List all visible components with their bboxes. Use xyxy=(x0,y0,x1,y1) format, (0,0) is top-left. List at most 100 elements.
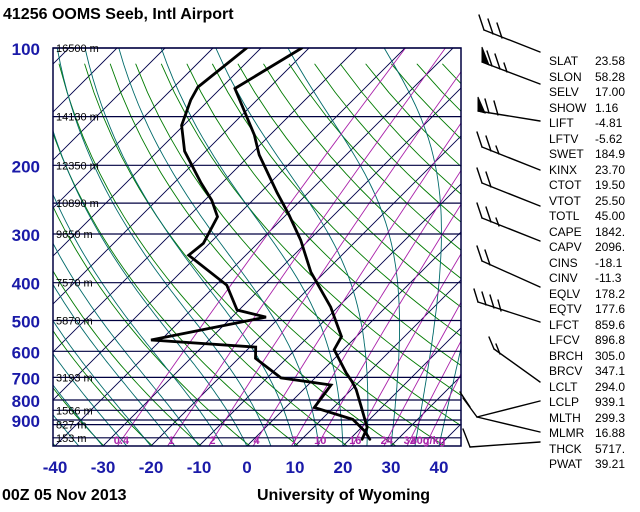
dewpoint-curve xyxy=(150,48,372,441)
stat-value: -18.1 xyxy=(595,255,623,270)
svg-text:14130 m: 14130 m xyxy=(56,112,99,124)
stat-value: 305.0 xyxy=(595,348,626,363)
wind-barb xyxy=(476,167,541,207)
stat-row: LCLP 939.1 xyxy=(549,395,625,411)
stat-label: SHOW xyxy=(549,100,587,115)
stat-value: 23.58 xyxy=(595,54,626,68)
svg-text:-10: -10 xyxy=(187,458,212,477)
wind-barb xyxy=(473,288,541,323)
timestamp: 00Z 05 Nov 2013 xyxy=(2,487,127,504)
svg-text:400: 400 xyxy=(12,275,40,294)
svg-text:10: 10 xyxy=(314,435,326,447)
stat-row: SHOW 1.16 xyxy=(549,101,625,117)
stat-row: TOTL 45.00 xyxy=(549,209,625,225)
svg-text:24: 24 xyxy=(381,435,394,447)
stat-label: MLMR xyxy=(549,426,585,440)
temperature-curve xyxy=(233,48,369,441)
wind-barb xyxy=(459,391,541,433)
svg-text:827 m: 827 m xyxy=(56,420,87,432)
wind-barb xyxy=(476,131,541,171)
stat-value: 177.6 xyxy=(595,302,626,316)
sounding-profiles xyxy=(150,48,372,441)
svg-text:700: 700 xyxy=(12,369,40,388)
stat-row: VTOT 25.50 xyxy=(549,194,625,210)
svg-text:300: 300 xyxy=(12,226,40,245)
stat-row: CAPV 2096. xyxy=(549,240,625,256)
wind-barb xyxy=(477,96,541,122)
svg-text:5870 m: 5870 m xyxy=(56,315,93,327)
svg-text:40: 40 xyxy=(430,458,449,477)
plot-frame xyxy=(52,47,462,447)
svg-text:20: 20 xyxy=(334,458,353,477)
svg-text:7570 m: 7570 m xyxy=(56,278,93,290)
svg-text:900: 900 xyxy=(12,412,40,431)
stat-label: LFCV xyxy=(549,333,580,347)
svg-text:800: 800 xyxy=(12,392,40,411)
stat-value: 1842. xyxy=(595,224,626,239)
stat-value: 859.6 xyxy=(595,317,626,332)
stat-row: SWET 184.9 xyxy=(549,147,625,163)
stat-row: LIFT -4.81 xyxy=(549,116,625,132)
svg-text:200: 200 xyxy=(12,157,40,176)
svg-text:10890 m: 10890 m xyxy=(56,198,99,210)
stat-value: 939.1 xyxy=(595,395,626,409)
stat-row: LFCT 859.6 xyxy=(549,318,625,334)
wind-barbs xyxy=(459,14,541,448)
stat-row: KINX 23.70 xyxy=(549,163,625,179)
stat-label: LIFT xyxy=(549,116,574,130)
stat-label: EQLV xyxy=(549,286,581,301)
stat-row: MLMR 16.88 xyxy=(549,426,625,442)
stat-label: LFTV xyxy=(549,131,579,146)
svg-text:600: 600 xyxy=(12,343,40,362)
stat-value: 1.16 xyxy=(595,100,619,115)
svg-text:-30: -30 xyxy=(91,458,116,477)
stat-row: CAPE 1842. xyxy=(549,225,625,241)
altitude-labels: 16500 m 14130 m 12350 m 10890 m 9650 m 7570 m… xyxy=(56,43,99,445)
stat-row: CTOT 19.50 xyxy=(549,178,625,194)
stat-value: -5.62 xyxy=(595,131,623,146)
stat-row: LFTV -5.62 xyxy=(549,132,625,148)
svg-text:500: 500 xyxy=(12,312,40,331)
source-label: University of Wyoming xyxy=(257,487,431,504)
stat-row: BRCH 305.0 xyxy=(549,349,625,365)
stat-value: 178.2 xyxy=(595,286,626,301)
stat-row: LCLT 294.0 xyxy=(549,380,625,396)
stat-label: CAPV xyxy=(549,240,582,254)
stat-value: 299.3 xyxy=(595,410,626,425)
wind-barb xyxy=(476,202,541,242)
stat-label: LCLT xyxy=(549,379,578,394)
stat-row: SLON 58.28 xyxy=(549,70,625,86)
wind-barb xyxy=(476,245,541,288)
page-title: 41256 OOMS Seeb, Intl Airport xyxy=(3,6,234,23)
stat-value: 23.70 xyxy=(595,162,626,177)
stat-label: LCLP xyxy=(549,395,580,409)
stat-row: EQTV 177.6 xyxy=(549,302,625,318)
stat-value: 39.21 xyxy=(595,457,626,471)
stat-value: 58.28 xyxy=(595,69,626,84)
stat-row: CINS -18.1 xyxy=(549,256,625,272)
svg-text:-20: -20 xyxy=(139,458,164,477)
stat-label: PWAT xyxy=(549,457,583,471)
stat-row: PWAT 39.21 xyxy=(549,457,625,473)
svg-text:40g/kg: 40g/kg xyxy=(411,435,446,447)
wind-barb xyxy=(488,336,541,383)
stat-row: SELV 17.00 xyxy=(549,85,625,101)
stat-label: TOTL xyxy=(549,209,580,223)
svg-text:9650 m: 9650 m xyxy=(56,229,93,241)
svg-text:4: 4 xyxy=(254,435,261,447)
svg-text:153 m: 153 m xyxy=(56,433,87,445)
stat-row: EQLV 178.2 xyxy=(549,287,625,303)
svg-text:0.4: 0.4 xyxy=(114,435,130,447)
stat-label: VTOT xyxy=(549,193,581,208)
stat-label: CAPE xyxy=(549,224,582,239)
svg-text:1: 1 xyxy=(168,435,174,447)
svg-text:16: 16 xyxy=(349,435,361,447)
stat-label: EQTV xyxy=(549,302,582,316)
stat-value: 16.88 xyxy=(595,426,626,440)
svg-text:2: 2 xyxy=(209,435,215,447)
stat-value: 294.0 xyxy=(595,379,626,394)
stat-row: CINV -11.3 xyxy=(549,271,625,287)
